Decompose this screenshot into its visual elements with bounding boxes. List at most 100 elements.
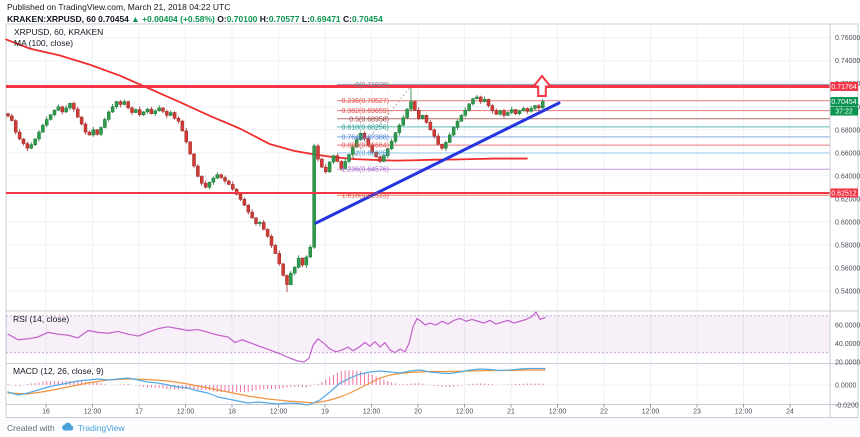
candle-body	[145, 108, 150, 113]
candle-body	[172, 112, 177, 119]
candle-body	[432, 129, 436, 137]
candle-body	[479, 96, 483, 102]
candle-body	[91, 129, 95, 136]
candle-body	[234, 188, 239, 195]
fib-label: 0(0.71928)	[355, 82, 389, 89]
candle-body	[265, 229, 270, 237]
candle-body	[420, 115, 425, 119]
chart-frame	[5, 23, 859, 418]
candle-body	[99, 127, 103, 135]
candle-body	[343, 161, 347, 169]
candle-body	[293, 267, 297, 274]
candle-body	[10, 115, 14, 121]
time-axis-label: 20	[414, 409, 422, 416]
candle-body	[223, 177, 227, 182]
candle-body	[157, 107, 161, 112]
candle-body	[355, 139, 359, 148]
candle-body	[153, 110, 157, 114]
candle-body	[529, 108, 533, 112]
macd-histogram	[7, 370, 544, 392]
candle-body	[312, 145, 316, 248]
candle-body	[60, 106, 64, 113]
candle-body	[417, 109, 421, 119]
candle-body	[68, 103, 72, 109]
candle-body	[498, 110, 502, 115]
candle-body	[428, 122, 433, 131]
candle-body	[219, 174, 223, 178]
candle-body	[335, 155, 340, 162]
price-axis-label: 0.68000	[835, 127, 860, 134]
footer: Created with TradingView	[0, 418, 860, 437]
price-badge-label: 0.70454	[831, 99, 856, 106]
price-axis-label: 0.54000	[835, 288, 860, 295]
last-price: 0.70454	[98, 14, 129, 24]
price-axis-label: 0.64000	[835, 173, 860, 180]
fib-label: 0.236(0.70527)	[342, 98, 389, 105]
candle-body	[455, 120, 460, 128]
candle-body	[33, 138, 37, 145]
candle-body	[95, 129, 99, 135]
candle-body	[541, 101, 545, 109]
candle-body	[339, 161, 343, 169]
rsi-axis-label: 60.0000	[835, 322, 860, 329]
candle-body	[161, 107, 165, 112]
countdown-badge-label: 37:22	[835, 109, 853, 116]
candle-body	[513, 109, 518, 114]
candle-body	[242, 199, 247, 206]
low-value: 0.69471	[309, 14, 341, 24]
candle-body	[510, 109, 514, 113]
candle-body	[269, 235, 274, 246]
candle-body	[29, 144, 33, 149]
candle-body	[215, 174, 219, 179]
candle-body	[506, 112, 510, 116]
fib-label: 0.764(0.67388)	[342, 134, 389, 141]
candle-body	[451, 127, 456, 136]
up-arrow-icon: ▲	[131, 14, 140, 24]
candle-body	[300, 257, 305, 266]
tradingview-link[interactable]: TradingView	[77, 422, 125, 433]
candle-body	[130, 107, 134, 113]
candle-body	[79, 116, 84, 125]
candle-body	[459, 115, 464, 122]
high-value: 0.70577	[268, 14, 300, 24]
time-axis-label: 18	[228, 409, 236, 416]
candle-body	[525, 108, 529, 112]
candle-body	[382, 155, 386, 162]
price-change: +0.00404 (+0.58%)	[142, 14, 215, 24]
time-axis-label: 12:00	[84, 409, 102, 416]
candle-body	[482, 99, 487, 102]
candle-body	[537, 105, 541, 109]
time-axis-label: 16	[42, 409, 50, 416]
candle-body	[486, 99, 491, 106]
price-axis-label: 0.62000	[835, 196, 860, 203]
time-axis-label: 12:00	[735, 409, 753, 416]
fib-label: 0.618(0.68256)	[342, 124, 389, 131]
high-label: H:	[259, 14, 269, 24]
candle-body	[250, 211, 254, 219]
candle-body	[14, 120, 18, 133]
rsi-axis-label: 40.0000	[835, 341, 860, 348]
last-price-badge	[830, 97, 858, 107]
macd-line	[7, 367, 546, 406]
candle-body	[118, 101, 123, 105]
candle-body	[331, 155, 336, 163]
candle-body	[227, 180, 231, 185]
price-badge-label: 0.71764	[831, 84, 856, 91]
candle-body	[141, 111, 146, 116]
candle-body	[467, 103, 471, 111]
candle-body	[207, 181, 212, 188]
candle-body	[436, 135, 440, 145]
candle-body	[471, 98, 475, 105]
candle-body	[490, 105, 495, 112]
candle-body	[76, 108, 80, 118]
time-axis-label: 12:00	[549, 409, 567, 416]
macd-signal-line	[7, 369, 546, 404]
candle-body	[320, 158, 324, 168]
candle-body	[316, 145, 320, 160]
candle-body	[176, 118, 181, 122]
candle-body	[192, 153, 196, 167]
time-axis-label: 12:00	[270, 409, 288, 416]
fib-label: 1(0.65985)	[355, 150, 389, 157]
candle-body	[64, 107, 68, 113]
